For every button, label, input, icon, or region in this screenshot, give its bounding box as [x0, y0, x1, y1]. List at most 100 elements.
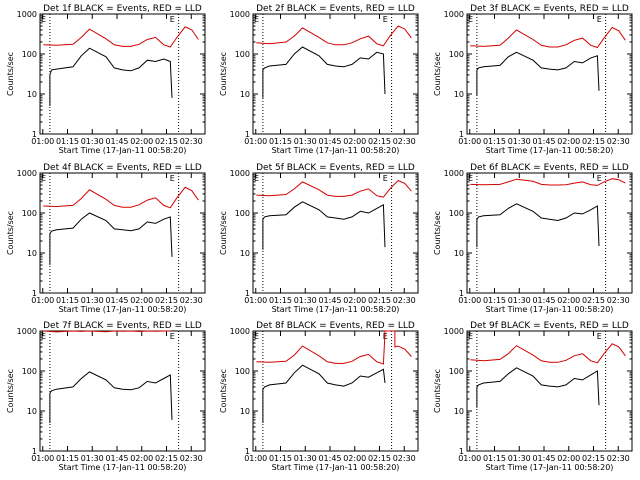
x-tick-label: 01:45: [532, 454, 555, 463]
x-tick-label: 02:15: [582, 137, 605, 146]
x-tick-label: 02:00: [130, 296, 153, 305]
y-tick-label: 1: [245, 447, 250, 456]
x-tick-label: 01:15: [483, 137, 506, 146]
x-axis-label: Start Time (17-Jan-11 00:58:20): [486, 463, 614, 472]
x-tick-label: 01:00: [244, 137, 267, 146]
y-axis-label: Counts/sec: [219, 369, 228, 413]
chart-panel-4: Det 4f BLACK = Events, RED = LLD 1 10 100 10…: [6, 163, 206, 314]
events-series-line: [49, 371, 173, 423]
y-tick-label: 1000: [17, 327, 37, 336]
y-tick-label: 10: [240, 407, 250, 416]
x-tick-label: 02:15: [368, 296, 391, 305]
x-tick-label: 02:30: [180, 296, 203, 305]
y-tick-label: 1000: [17, 10, 37, 19]
y-tick-label: 10: [240, 90, 250, 99]
y-tick-label: 100: [235, 209, 250, 218]
y-tick-label: 10: [454, 407, 464, 416]
plot-frame: [252, 13, 419, 135]
y-tick-label: 1: [459, 447, 464, 456]
y-tick-label: 100: [235, 50, 250, 59]
chart-title: Det 1f BLACK = Events, RED = LLD: [43, 4, 202, 14]
x-tick-label: 02:30: [393, 137, 416, 146]
x-axis-label: Start Time (17-Jan-11 00:58:20): [59, 463, 187, 472]
y-tick-label: 10: [27, 90, 37, 99]
y-tick-label: 10: [454, 249, 464, 258]
x-tick-label: 02:00: [343, 137, 366, 146]
plot-frame: [39, 13, 206, 135]
x-tick-label: 01:30: [508, 296, 531, 305]
lld-series-line: [470, 178, 626, 186]
x-axis-label: Start Time (17-Jan-11 00:58:20): [272, 463, 400, 472]
x-tick-label: 01:00: [458, 454, 481, 463]
x-tick-label: 01:15: [483, 296, 506, 305]
y-tick-label: 1000: [444, 327, 464, 336]
events-series-line: [49, 212, 173, 265]
plot-frame: [466, 13, 633, 135]
x-tick-label: 01:15: [56, 137, 79, 146]
x-tick-label: 01:15: [269, 296, 292, 305]
x-tick-label: 01:30: [508, 137, 531, 146]
x-tick-label: 01:00: [244, 296, 267, 305]
y-axis-label: Counts/sec: [219, 211, 228, 255]
plot-frame: [466, 330, 633, 452]
x-tick-label: 01:45: [532, 296, 555, 305]
x-tick-label: 01:00: [31, 454, 54, 463]
y-axis-label: Counts/sec: [433, 211, 442, 255]
chart-title: Det 5f BLACK = Events, RED = LLD: [256, 163, 415, 173]
x-tick-label: 01:45: [318, 454, 341, 463]
event-marker-label: E: [254, 15, 259, 24]
lld-series-line: [43, 330, 171, 333]
plot-frame: [466, 172, 633, 294]
y-tick-label: 1: [245, 130, 250, 139]
plot-frame: [39, 330, 206, 452]
y-axis-label: Counts/sec: [433, 52, 442, 96]
x-tick-label: 02:15: [368, 454, 391, 463]
x-tick-label: 02:15: [155, 137, 178, 146]
events-series-line: [476, 203, 600, 248]
event-marker-label: E: [468, 174, 473, 183]
x-tick-label: 02:30: [180, 454, 203, 463]
event-marker-label: E: [170, 15, 175, 24]
x-tick-label: 01:15: [269, 454, 292, 463]
y-tick-label: 100: [22, 209, 37, 218]
chart-title: Det 9f BLACK = Events, RED = LLD: [470, 321, 629, 331]
y-axis-label: Counts/sec: [433, 369, 442, 413]
chart-title: Det 6f BLACK = Events, RED = LLD: [470, 163, 629, 173]
event-marker-label: E: [41, 174, 46, 183]
x-tick-label: 01:15: [269, 137, 292, 146]
y-axis-label: Counts/sec: [219, 52, 228, 96]
y-tick-label: 100: [449, 50, 464, 59]
event-marker-label: E: [383, 174, 388, 183]
y-tick-label: 100: [449, 209, 464, 218]
x-tick-label: 02:30: [180, 137, 203, 146]
y-tick-label: 10: [240, 249, 250, 258]
chart-panel-2: Det 2f BLACK = Events, RED = LLD 1 10 100 10…: [219, 4, 419, 155]
y-tick-label: 1: [245, 289, 250, 298]
y-tick-label: 1000: [230, 169, 250, 178]
lld-series-line: [470, 343, 626, 364]
event-marker-label: E: [170, 332, 175, 341]
x-tick-label: 01:15: [56, 296, 79, 305]
x-tick-label: 01:30: [294, 296, 317, 305]
x-tick-label: 01:00: [458, 137, 481, 146]
chart-panel-6: Det 6f BLACK = Events, RED = LLD 1 10 100 10…: [433, 163, 633, 314]
x-tick-label: 02:30: [607, 454, 630, 463]
x-tick-label: 02:15: [155, 296, 178, 305]
event-marker-label: E: [170, 174, 175, 183]
chart-title: Det 3f BLACK = Events, RED = LLD: [470, 4, 629, 14]
y-axis-label: Counts/sec: [6, 369, 15, 413]
event-marker-label: E: [41, 15, 46, 24]
x-tick-label: 01:15: [56, 454, 79, 463]
lld-series-line: [256, 179, 412, 198]
y-tick-label: 1: [32, 130, 37, 139]
x-axis-label: Start Time (17-Jan-11 00:58:20): [272, 305, 400, 314]
plot-frame: [252, 172, 419, 294]
y-tick-label: 10: [27, 249, 37, 258]
event-marker-label: E: [41, 332, 46, 341]
x-tick-label: 02:00: [557, 137, 580, 146]
events-series-line: [262, 364, 386, 423]
events-series-line: [262, 46, 386, 98]
chart-panel-1: Det 1f BLACK = Events, RED = LLD 1 10 100 10…: [6, 4, 206, 155]
chart-panel-7: Det 7f BLACK = Events, RED = LLD 1 10 100 10…: [6, 321, 206, 472]
x-tick-label: 02:15: [368, 137, 391, 146]
